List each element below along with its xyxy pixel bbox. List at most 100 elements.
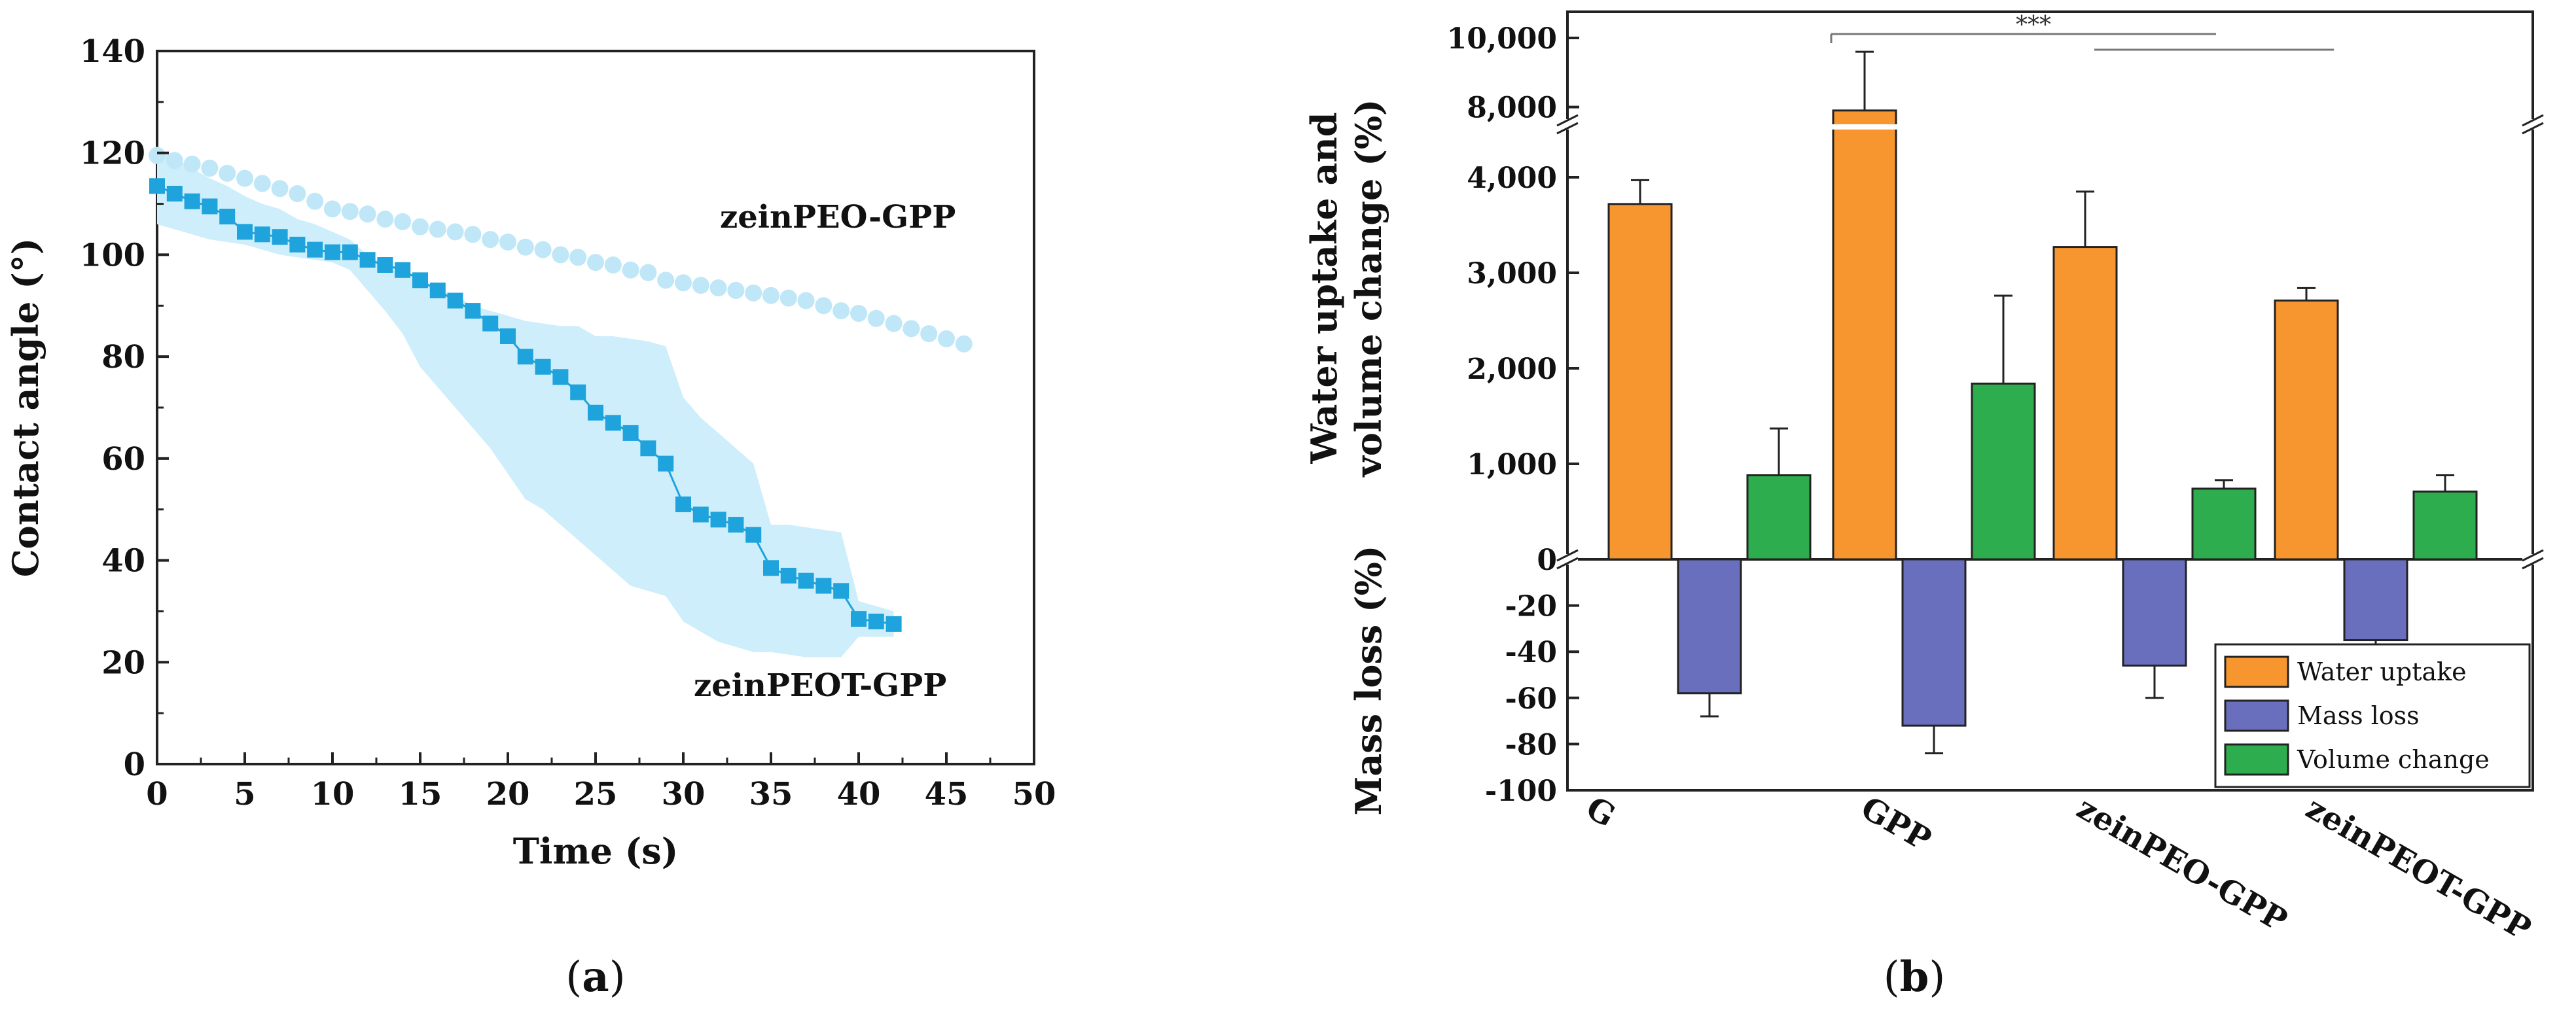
caption-a-open: ( bbox=[565, 953, 582, 1002]
y-tick-label: 60 bbox=[101, 441, 145, 478]
bar-water-uptake bbox=[2274, 299, 2339, 561]
zeinPEOT-GPP-point bbox=[219, 209, 236, 225]
panel-b-plot-frame bbox=[1566, 10, 2534, 792]
bar-volume-change bbox=[2412, 490, 2478, 561]
zeinPEOT-GPP-point bbox=[815, 578, 832, 594]
zeinPEOT-GPP-point bbox=[780, 567, 796, 584]
zeinPEOT-GPP-point bbox=[710, 512, 726, 528]
zeinPEO-GPP-point bbox=[394, 213, 412, 230]
y-tick-label: 20 bbox=[101, 644, 145, 681]
panel-b-mass-loss-axis-title: Mass loss (%) bbox=[1348, 546, 1389, 816]
y-tick-label-lower: -20 bbox=[1505, 590, 1558, 623]
legend-label-volume-change: Volume change bbox=[2297, 745, 2490, 774]
zeinPEOT-GPP-point bbox=[658, 455, 674, 472]
zeinPEOT-GPP-point bbox=[395, 262, 411, 278]
zeinPEOT-GPP-point bbox=[675, 496, 691, 512]
legend-label-water-uptake: Water uptake bbox=[2297, 657, 2467, 686]
zeinPEO-GPP-point bbox=[271, 180, 289, 198]
axis-break-slash bbox=[2522, 549, 2544, 562]
y-tick-label-upper: 8,000 bbox=[1467, 92, 1557, 125]
zeinPEO-GPP-point bbox=[166, 152, 183, 169]
category-label: G bbox=[1580, 790, 1622, 835]
axis-break-gap bbox=[1557, 554, 1578, 565]
y-tick-label-lower: -60 bbox=[1505, 682, 1558, 716]
y-tick-label: 40 bbox=[101, 543, 145, 580]
axis-break-slash bbox=[1556, 549, 1579, 562]
legend-swatch-water-uptake bbox=[2224, 656, 2289, 688]
significance-label: *** bbox=[2016, 12, 2051, 39]
x-tick-label: 50 bbox=[1012, 776, 1056, 813]
zeinPEO-GPP-point bbox=[622, 261, 639, 279]
zeinPEO-GPP-point bbox=[657, 271, 675, 289]
zeinPEOT-GPP-point bbox=[535, 358, 551, 375]
zeinPEO-GPP-point bbox=[201, 160, 219, 177]
x-tick-label: 15 bbox=[399, 776, 442, 813]
zeinPEOT-GPP-point bbox=[763, 560, 779, 576]
zeinPEO-GPP-point bbox=[324, 200, 341, 218]
legend-swatch-mass-loss bbox=[2224, 699, 2289, 732]
zeinPEO-GPP-point bbox=[955, 335, 973, 353]
zeinPEO-GPP-point bbox=[236, 169, 253, 187]
zeinPEOT-GPP-point bbox=[237, 224, 253, 240]
zeinPEOT-GPP-point bbox=[184, 193, 200, 209]
zeinPEOT-GPP-point bbox=[885, 616, 902, 632]
zeinPEOT-GPP-band-area bbox=[157, 147, 894, 657]
zeinPEOT-GPP-point bbox=[254, 226, 270, 243]
caption-b-close: ) bbox=[1929, 953, 1945, 1002]
bar-break-gap bbox=[1831, 124, 1899, 130]
zeinPEOT-GPP-point bbox=[325, 244, 340, 260]
caption-a-letter: a bbox=[582, 953, 609, 1002]
zeinPEOT-GPP-point bbox=[166, 186, 183, 201]
legend-label-mass-loss: Mass loss bbox=[2297, 701, 2420, 730]
zeinPEO-GPP-point bbox=[639, 264, 657, 281]
y-tick-label-upper: 10,000 bbox=[1447, 22, 1557, 56]
zeinPEOT-GPP-point bbox=[692, 506, 709, 523]
zeinPEOT-GPP-point bbox=[570, 384, 586, 400]
zeinPEOT-GPP-point bbox=[482, 315, 499, 332]
zeinPEO-GPP-point bbox=[464, 226, 482, 243]
zeinPEO-GPP-point bbox=[429, 220, 446, 238]
category-label: zeinPEOT-GPP bbox=[2300, 790, 2537, 948]
y-tick-label-lower: -80 bbox=[1505, 728, 1558, 761]
zeinPEOT-GPP-point bbox=[202, 198, 218, 215]
bar-mass-loss bbox=[1901, 558, 1967, 727]
bar-volume-change bbox=[2191, 487, 2257, 561]
zeinPEOT-GPP-point bbox=[289, 236, 306, 253]
panel-b-legend: Water uptake Mass loss Volume change bbox=[2214, 643, 2531, 788]
y-tick-label: 80 bbox=[101, 339, 145, 376]
zeinPEOT-GPP-point bbox=[429, 282, 446, 298]
category-label: GPP bbox=[1855, 790, 1937, 858]
zeinPEO-GPP-point bbox=[253, 175, 271, 192]
category-label: zeinPEO-GPP bbox=[2071, 790, 2293, 939]
panel-b-category-labels: G GPP zeinPEO-GPP zeinPEOT-GPP bbox=[1580, 790, 2537, 948]
zeinPEOT-GPP-series bbox=[149, 178, 902, 632]
zeinPEO-GPP-point bbox=[762, 287, 779, 304]
zeinPEO-GPP-point bbox=[359, 205, 376, 223]
y-tick-label: 140 bbox=[80, 33, 145, 70]
zeinPEOT-GPP-point bbox=[798, 572, 814, 589]
x-tick-label: 20 bbox=[486, 776, 530, 813]
zeinPEO-GPP-point bbox=[692, 277, 709, 294]
axis-break-gap bbox=[2522, 119, 2543, 130]
bar-water-uptake bbox=[1832, 109, 1897, 561]
bar-volume-change bbox=[1746, 474, 1812, 561]
zeinPEOT-GPP-point bbox=[359, 252, 376, 268]
zeinPEOT-GPP-point bbox=[868, 614, 884, 629]
zeinPEOT-GPP-point bbox=[745, 527, 762, 543]
zeinPEO-GPP-point bbox=[499, 233, 516, 251]
zeinPEOT-GPP-point bbox=[728, 517, 744, 533]
x-tick-label: 40 bbox=[837, 776, 881, 813]
bar-volume-change bbox=[1971, 382, 2036, 561]
zeinPEOT-GPP-point bbox=[149, 178, 165, 194]
axis-break-slash bbox=[1556, 114, 1579, 127]
panel-b-caption: (b) bbox=[1884, 953, 1946, 1002]
zeinPEOT-GPP-point bbox=[465, 303, 481, 319]
panel-a-x-axis-title: Time (s) bbox=[513, 830, 679, 872]
x-tick-label: 45 bbox=[925, 776, 969, 813]
zeinPEO-GPP-point bbox=[903, 320, 920, 338]
axis-break-gap bbox=[1557, 119, 1578, 130]
x-tick-label: 25 bbox=[574, 776, 618, 813]
zeinPEOT-GPP-point bbox=[640, 440, 656, 457]
axis-break-gap bbox=[2522, 554, 2543, 565]
